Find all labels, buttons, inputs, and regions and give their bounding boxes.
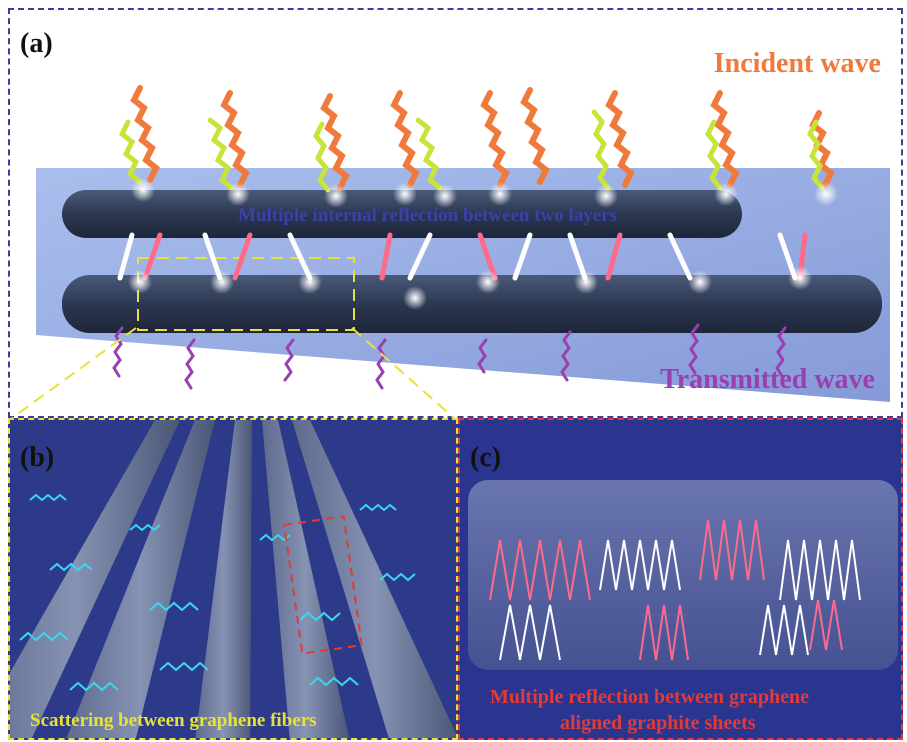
panel-c-label: (c) <box>470 442 502 473</box>
panel-c-caption-line2: aligned graphite sheets <box>560 712 756 734</box>
transmitted-wave-label: Transmitted wave <box>660 364 875 395</box>
panel-a-label: (a) <box>20 28 53 59</box>
panel-b: (b) Scattering between graphene fibers <box>8 418 458 740</box>
internal-reflection-label: Multiple internal reflection between two… <box>238 205 618 226</box>
zoom-region-box <box>137 257 355 331</box>
graphite-sheet-stack <box>468 480 898 670</box>
incident-waves <box>130 85 835 191</box>
zoom-region-box-b <box>283 515 363 655</box>
panel-c-illustration <box>468 480 898 670</box>
panel-a: (a) Incident wave Multiple internal refl… <box>8 8 903 418</box>
reflected-waves <box>118 109 825 193</box>
reflection-zigzags <box>489 519 861 661</box>
panel-b-illustration <box>10 420 456 738</box>
internal-reflection-beams <box>117 232 808 281</box>
incident-wave-label: Incident wave <box>713 48 881 79</box>
contact-glows <box>128 178 838 310</box>
panel-b-label: (b) <box>20 442 55 473</box>
panel-a-illustration <box>36 85 890 402</box>
graphene-fibers <box>10 420 456 738</box>
panel-c: (c) Multiple reflection between graphene… <box>458 418 903 740</box>
panel-b-caption: Scattering between graphene fibers <box>30 710 317 731</box>
fiber-layer-bottom <box>62 275 882 333</box>
panel-c-caption-line1: Multiple reflection between graphene <box>490 686 810 708</box>
scattering-waves <box>19 493 416 692</box>
